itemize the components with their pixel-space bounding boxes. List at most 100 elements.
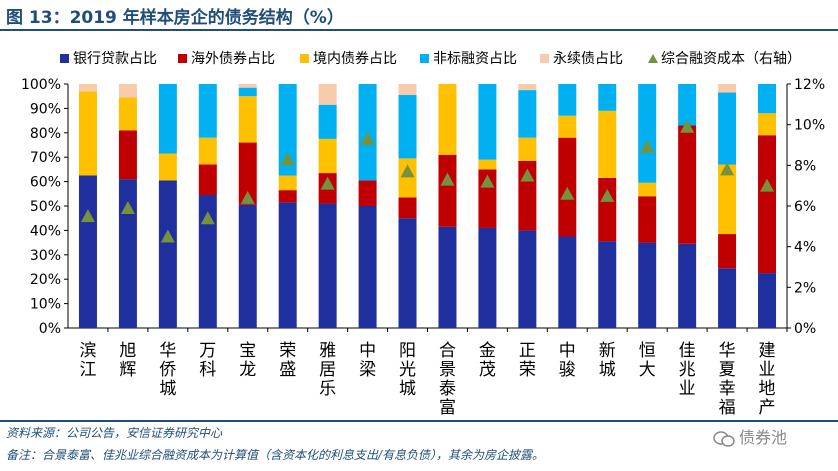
left-tick-label: 90%: [30, 101, 61, 117]
cost-marker-16: [720, 162, 735, 176]
bar-segment-2-2: [158, 153, 177, 181]
bar-segment-1-1: [118, 130, 137, 180]
x-label-char-8: 阳: [399, 341, 416, 361]
x-label-char-11: 正: [519, 341, 536, 361]
x-label-char-17: 业: [759, 360, 776, 380]
remark-note: 备注：合景泰富、佳兆业综合融资成本为计算值（含资本化的利息支出/有息负债），其余…: [6, 448, 545, 462]
bar-segment-0-10: [478, 227, 497, 328]
bar-segment-1-3: [198, 164, 217, 196]
x-label-char-1: 旭: [119, 341, 136, 361]
cost-marker-12: [560, 186, 575, 200]
bar-segment-2-8: [398, 158, 417, 198]
footer-divider: [0, 420, 838, 422]
bar-segment-0-7: [358, 206, 377, 328]
page-title: 图 13：2019 年样本房企的债务结构（%）: [6, 8, 344, 28]
bar-segment-2-16: [718, 164, 737, 235]
cost-marker-2: [160, 229, 175, 243]
bar-segment-1-8: [398, 197, 417, 219]
x-label-char-0: 江: [79, 360, 96, 380]
wechat-icon: [713, 430, 735, 447]
bar-segment-4-11: [518, 84, 537, 91]
cost-marker-8: [400, 164, 415, 178]
bar-segment-0-11: [518, 230, 537, 328]
bar-segment-2-17: [758, 113, 777, 136]
x-label-char-17: 产: [759, 398, 776, 418]
bar-segment-3-3: [198, 84, 217, 138]
title-bar: 图 13：2019 年样本房企的债务结构（%）: [0, 0, 838, 28]
bar-segment-0-5: [278, 202, 297, 328]
x-label-char-6: 乐: [319, 379, 336, 399]
left-tick-label: 0%: [39, 321, 61, 337]
cost-marker-5: [280, 152, 295, 166]
x-label-char-8: 城: [399, 379, 416, 399]
x-label-char-13: 城: [599, 360, 616, 380]
x-label-char-16: 福: [719, 398, 736, 418]
x-label-char-16: 夏: [719, 360, 736, 380]
bar-segment-4-1: [118, 84, 137, 98]
x-label-char-5: 盛: [279, 360, 296, 380]
right-tick-label: 0%: [794, 321, 816, 337]
bar-segment-3-10: [478, 84, 497, 160]
x-label-char-1: 辉: [119, 360, 136, 380]
bar-segment-3-6: [318, 104, 337, 139]
bar-segment-1-17: [758, 135, 777, 274]
legend-label-0: 银行贷款占比: [73, 51, 157, 67]
x-label-char-3: 万: [199, 341, 216, 361]
cost-marker-3: [200, 211, 215, 225]
left-tick-label: 10%: [30, 297, 61, 313]
bar-segment-2-5: [278, 175, 297, 191]
bar-segment-1-7: [358, 180, 377, 206]
x-label-char-15: 兆: [679, 360, 696, 380]
bar-segment-2-11: [518, 137, 537, 161]
bar-segment-0-8: [398, 218, 417, 328]
x-label-char-15: 佳: [679, 341, 696, 361]
bar-segment-2-14: [638, 182, 657, 197]
bar-segment-1-13: [598, 177, 617, 242]
legend-swatch-2: [300, 54, 309, 63]
cost-marker-0: [80, 209, 95, 223]
left-tick-label: 70%: [30, 150, 61, 166]
watermark: 债券池: [713, 424, 787, 448]
bar-segment-3-13: [598, 84, 617, 111]
bar-segment-2-1: [118, 97, 137, 131]
x-label-char-8: 光: [399, 360, 416, 380]
x-label-char-2: 城: [159, 379, 176, 399]
cost-marker-9: [440, 172, 455, 186]
x-label-char-2: 侨: [159, 360, 176, 380]
cost-marker-13: [600, 188, 615, 202]
cost-marker-4: [240, 190, 255, 204]
x-label-char-7: 梁: [359, 360, 376, 380]
bar-segment-3-16: [718, 92, 737, 165]
bar-segment-0-15: [678, 243, 697, 328]
x-label-char-17: 地: [759, 379, 776, 399]
cost-marker-15: [680, 119, 695, 133]
bar-segment-3-17: [758, 84, 777, 114]
cost-marker-17: [760, 178, 775, 192]
cost-marker-11: [520, 168, 535, 182]
bar-segment-0-2: [158, 180, 177, 328]
bar-segment-4-4: [238, 84, 257, 88]
left-tick-label: 80%: [30, 126, 61, 142]
bar-segment-2-0: [78, 91, 97, 176]
bar-segment-2-12: [558, 115, 577, 138]
bar-segment-4-0: [78, 84, 97, 92]
x-label-char-3: 科: [199, 360, 216, 380]
bar-segment-0-17: [758, 273, 777, 328]
bar-segment-4-6: [318, 84, 337, 105]
legend-swatch-3: [420, 54, 429, 63]
left-tick-label: 20%: [30, 272, 61, 288]
left-tick-label: 50%: [30, 199, 61, 215]
bar-segment-0-12: [558, 236, 577, 328]
bar-segment-3-15: [678, 84, 697, 126]
legend-label-3: 非标融资占比: [433, 51, 517, 67]
bar-segment-0-4: [238, 204, 257, 328]
cost-marker-1: [120, 201, 135, 215]
right-tick-label: 10%: [794, 118, 825, 134]
watermark-text: 债券池: [739, 428, 788, 447]
legend-label-4: 永续债占比: [553, 50, 623, 67]
right-tick-label: 2%: [794, 280, 816, 296]
bar-segment-3-2: [158, 84, 177, 154]
x-label-char-13: 新: [599, 341, 616, 361]
bar-segment-0-3: [198, 195, 217, 328]
right-tick-label: 12%: [794, 77, 825, 93]
